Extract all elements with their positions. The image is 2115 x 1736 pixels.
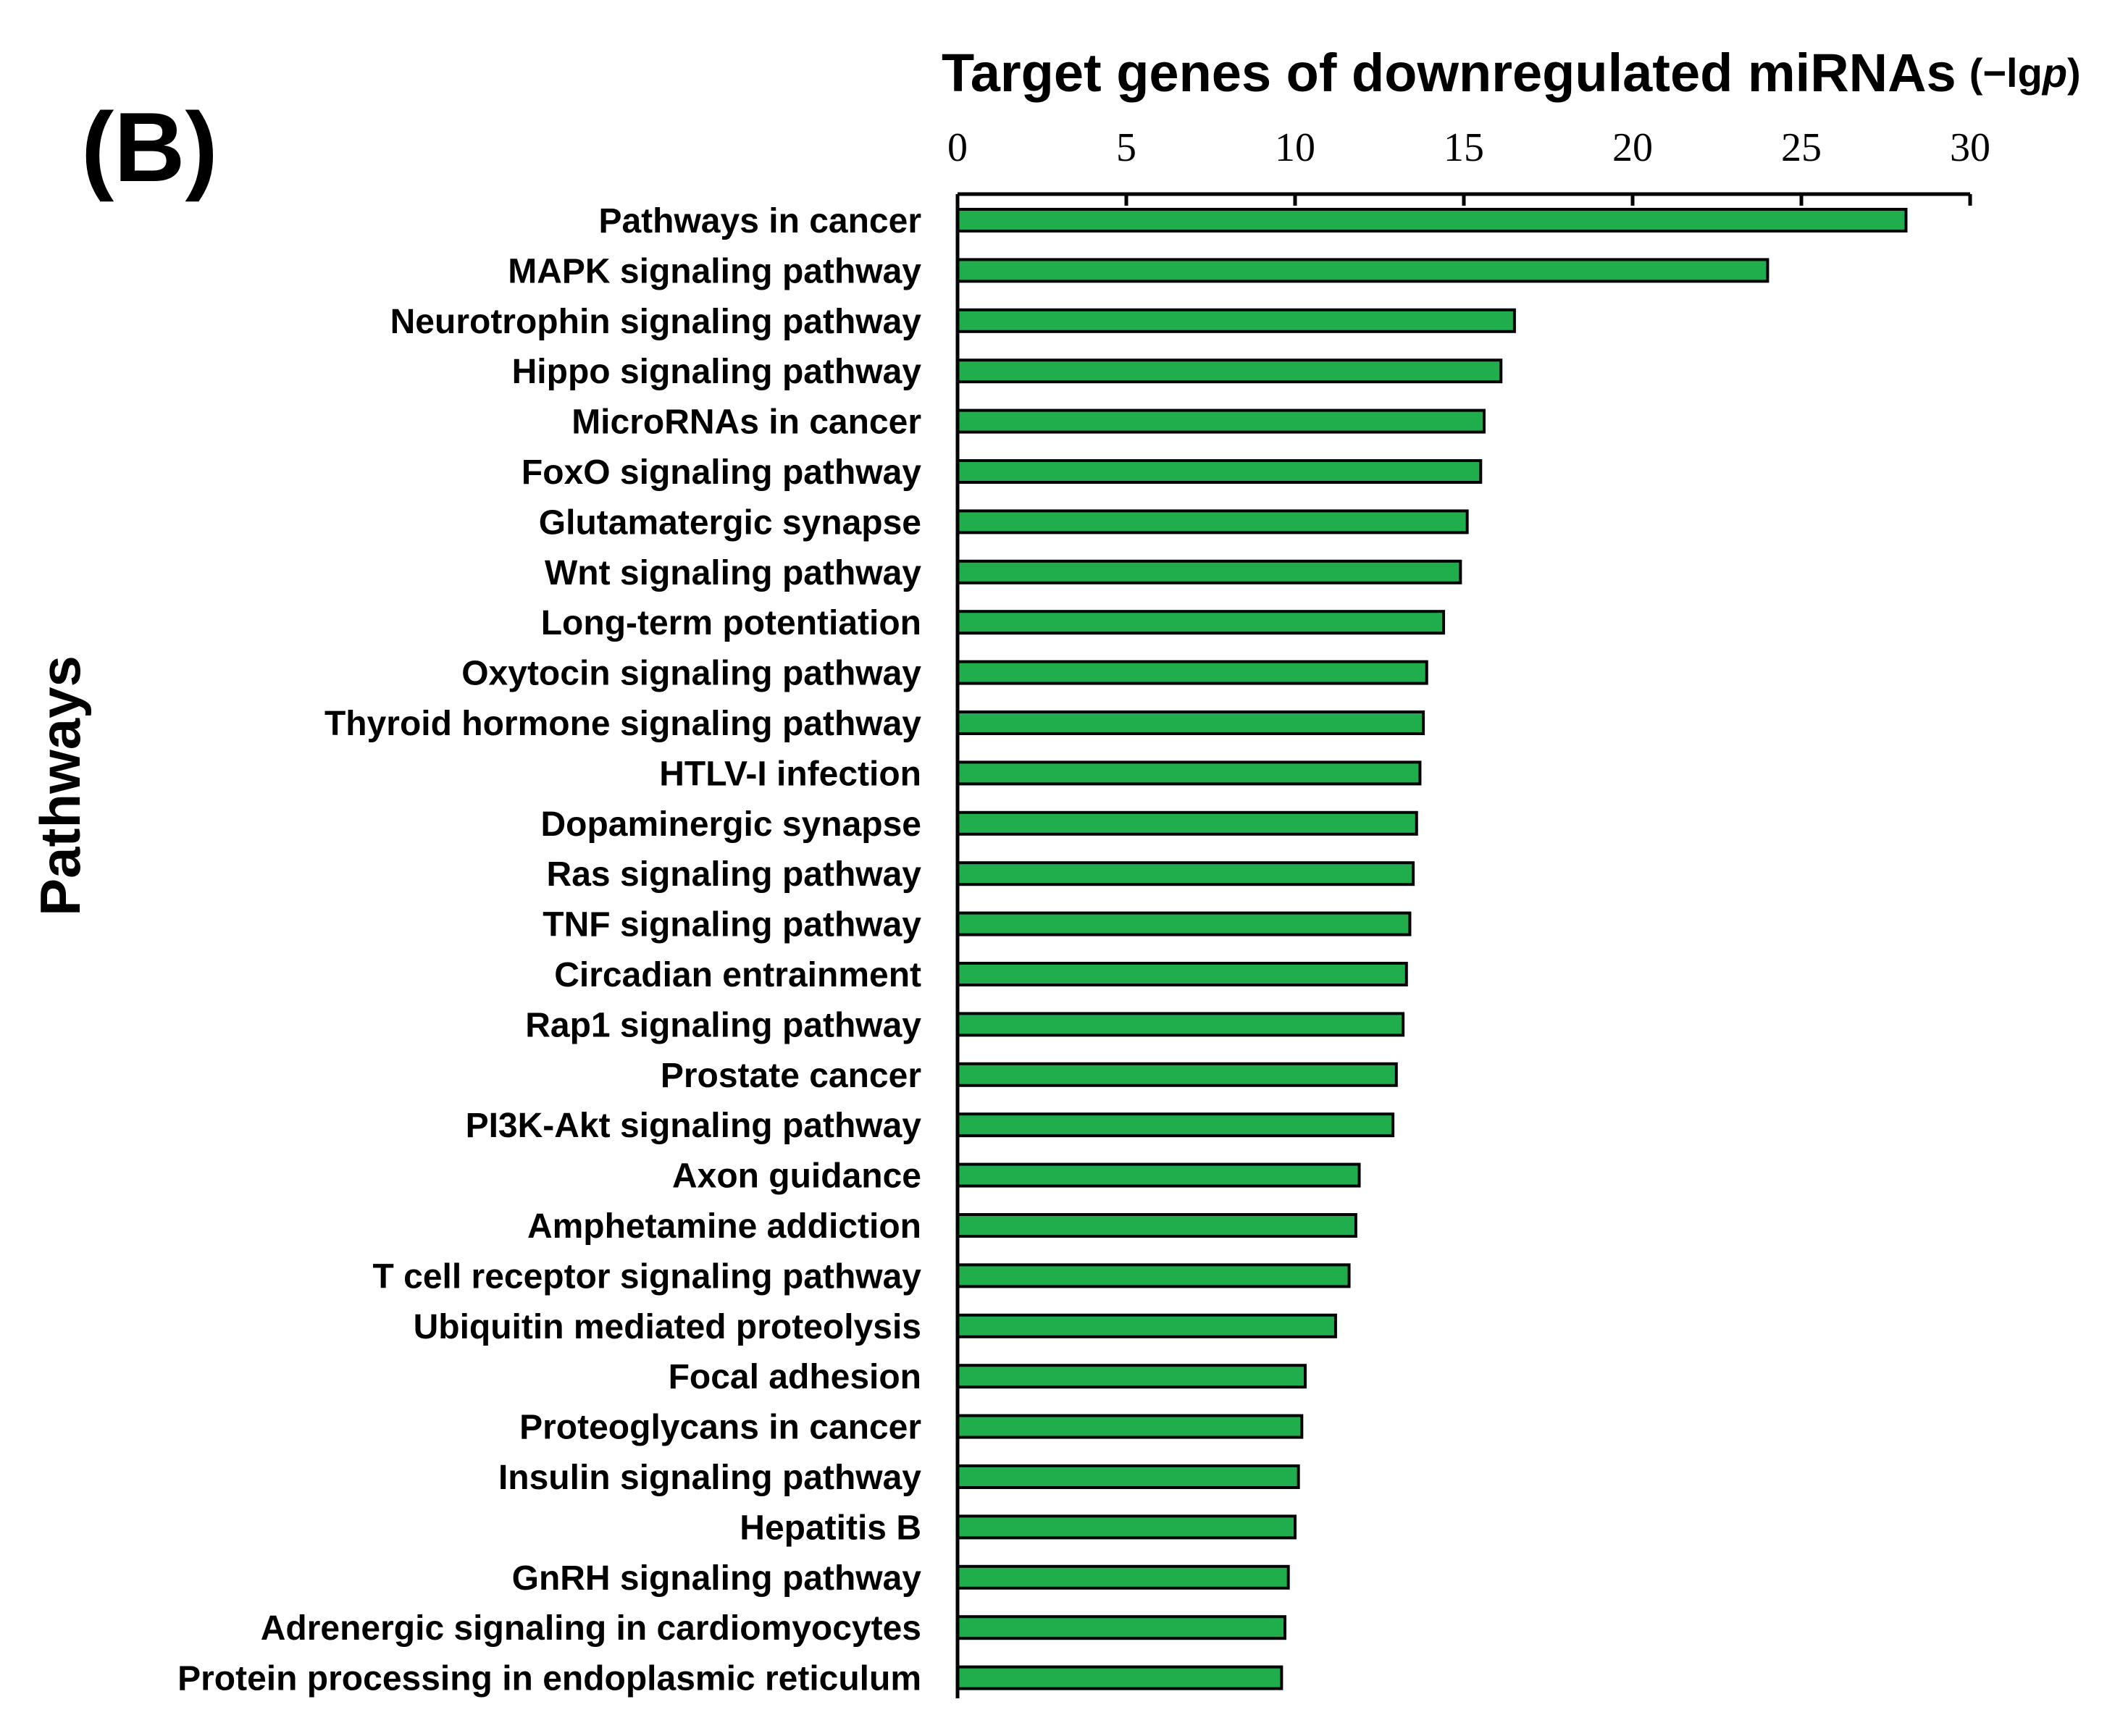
category-label: Insulin signaling pathway [498, 1459, 921, 1497]
category-label: Prostate cancer [661, 1057, 921, 1095]
bar [956, 408, 1486, 434]
y-axis-label: Pathways [28, 655, 92, 916]
bar [956, 610, 1446, 635]
bar [956, 559, 1462, 584]
category-label: Hippo signaling pathway [512, 353, 922, 391]
category-label: Oxytocin signaling pathway [461, 655, 921, 693]
category-label: Protein processing in endoplasmic reticu… [177, 1660, 921, 1698]
category-label: Rap1 signaling pathway [525, 1006, 921, 1044]
category-label: T cell receptor signaling pathway [372, 1257, 921, 1296]
category-label: MicroRNAs in cancer [571, 403, 921, 442]
axis-unit-label: (−lgp) [1969, 50, 2081, 96]
panel-label: (B) [81, 92, 218, 202]
category-label: Axon guidance [672, 1157, 921, 1196]
bar [956, 1012, 1405, 1037]
category-label: Thyroid hormone signaling pathway [324, 705, 921, 743]
bar [956, 1263, 1351, 1288]
category-label: Proteoglycans in cancer [519, 1409, 921, 1447]
bar [956, 660, 1428, 685]
bar [956, 1615, 1287, 1640]
bar [956, 1414, 1304, 1439]
x-tick-label: 5 [1116, 125, 1136, 170]
x-tick-label: 15 [1444, 125, 1484, 170]
x-axis: 0 5 10 15 20 25 30 [947, 125, 1990, 206]
x-tick-label: 10 [1275, 125, 1315, 170]
chart-title: Target genes of downregulated miRNAs (−lg… [942, 43, 2081, 103]
x-tick-label: 20 [1612, 125, 1653, 170]
category-label: PI3K-Akt signaling pathway [466, 1107, 922, 1145]
category-label: Focal adhesion [669, 1358, 921, 1396]
category-label: Amphetamine addiction [527, 1207, 921, 1246]
bar [956, 710, 1425, 735]
category-label: FoxO signaling pathway [522, 453, 921, 492]
bar [956, 1464, 1300, 1489]
bar [956, 509, 1469, 534]
bar [956, 760, 1422, 786]
category-label: MAPK signaling pathway [508, 252, 921, 290]
category-label: Ras signaling pathway [547, 855, 922, 894]
bar [956, 1162, 1361, 1188]
category-label: Pathways in cancer [598, 202, 921, 240]
bar [956, 1213, 1357, 1238]
x-tick-label: 30 [1950, 125, 1990, 170]
bar [956, 1313, 1337, 1338]
category-label: Circadian entrainment [554, 956, 921, 994]
bars-group [956, 208, 1908, 1690]
category-label: Glutamatergic synapse [539, 503, 921, 542]
category-label: TNF signaling pathway [543, 906, 921, 944]
category-labels: Pathways in cancer MAPK signaling pathway… [177, 202, 921, 1698]
bar [956, 308, 1516, 333]
category-label: Neurotrophin signaling pathway [390, 303, 922, 341]
chart-title-main: Target genes of downregulated miRNAs [942, 43, 1956, 103]
category-label: Adrenergic signaling in cardiomyocytes [261, 1609, 921, 1648]
category-label: HTLV-I infection [659, 755, 921, 793]
bar [956, 1112, 1395, 1138]
category-label: Dopaminergic synapse [540, 805, 921, 844]
x-tick-label: 0 [947, 125, 968, 170]
bar [956, 1062, 1398, 1087]
bar [956, 459, 1483, 484]
bar [956, 962, 1408, 986]
category-label: GnRH signaling pathway [512, 1559, 922, 1598]
bar [956, 208, 1908, 232]
category-label: Long-term potentiation [541, 604, 921, 642]
bar [956, 861, 1415, 886]
bar [956, 1564, 1290, 1590]
x-tick-label: 25 [1781, 125, 1822, 170]
category-label: Ubiquitin mediated proteolysis [414, 1308, 921, 1346]
bar [956, 258, 1770, 283]
category-label: Hepatitis B [740, 1509, 921, 1547]
bar [956, 911, 1412, 936]
bar [956, 1514, 1297, 1540]
bar [956, 1364, 1307, 1389]
bar [956, 810, 1418, 836]
category-label: Wnt signaling pathway [545, 554, 921, 592]
bar [956, 358, 1503, 384]
bar [956, 1665, 1283, 1690]
